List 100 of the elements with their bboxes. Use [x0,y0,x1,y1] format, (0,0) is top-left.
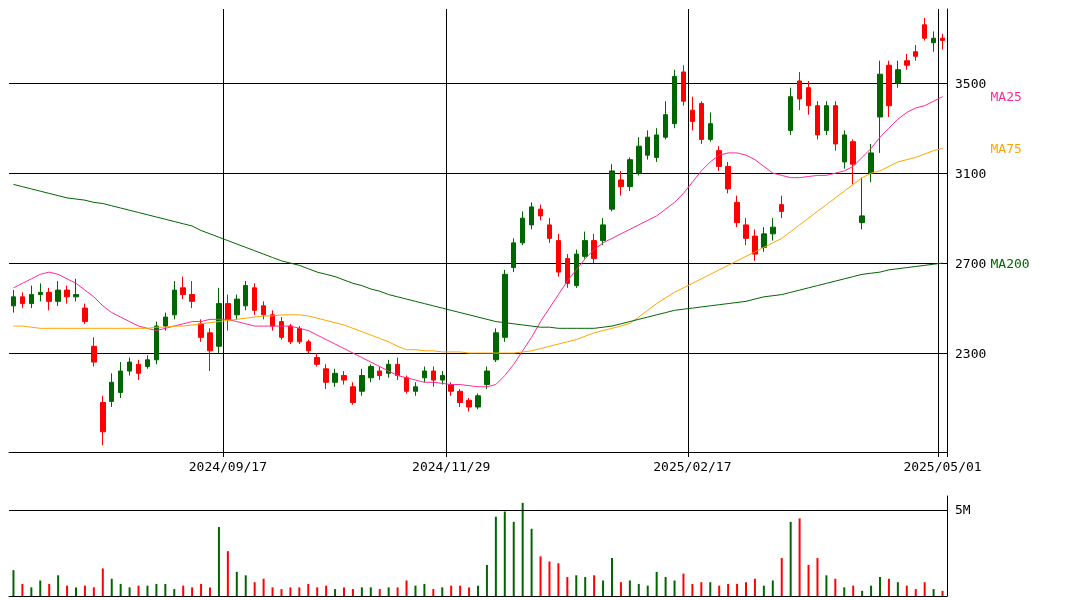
candlestick [547,217,552,244]
candlestick [699,100,704,145]
bar [628,580,631,596]
candlestick [538,204,543,221]
candlestick [511,237,516,273]
bar [155,583,158,596]
candlestick [868,143,874,183]
candlestick [431,366,436,388]
candlestick [681,64,686,107]
candlestick [931,30,936,53]
bar [164,583,167,596]
bar [351,589,354,596]
x-tick-label: 2025/05/01 [903,459,982,474]
candlestick [377,366,382,381]
bar [485,564,488,596]
bar [459,585,462,596]
candlestick [886,60,892,118]
candlestick [118,361,123,399]
y-tick-label: 2300 [955,345,987,361]
candlestick [82,303,88,325]
bar [611,558,613,596]
bar [209,587,211,596]
bar [298,587,301,596]
bar [584,577,587,596]
candlestick [288,323,293,345]
candlestick [761,226,767,253]
bar [494,516,497,596]
bar [771,580,774,596]
candlestick [368,363,374,383]
candlestick [788,87,793,136]
bar [468,587,471,596]
bar [414,585,417,596]
bar [718,585,721,596]
candlestick [850,138,856,185]
bar [825,575,828,596]
candlestick [261,300,266,320]
bar [887,578,890,596]
bar [932,589,935,596]
candlestick [618,170,624,197]
bar [217,527,220,596]
text: MA75 [990,140,1022,156]
bar [369,587,372,596]
candlestick [654,127,659,163]
candlestick [207,327,213,372]
candlestick [859,177,865,230]
candlestick [46,287,52,311]
candlestick [520,210,525,246]
bar [387,587,390,596]
candlestick [627,156,633,192]
candlestick [145,354,150,370]
bar [75,587,77,596]
bar [48,583,51,596]
bar [450,585,453,596]
candlestick [395,357,400,381]
candlestick [815,100,820,140]
bar [423,583,426,596]
candlestick [716,145,722,172]
candlestick [913,44,918,62]
candlestick [448,381,454,397]
bar [173,589,176,596]
bar [521,502,524,596]
candlestick [154,321,159,365]
bar [307,583,310,596]
candlestick [457,388,463,408]
candlestick [591,233,597,264]
candlestick [743,217,749,246]
text: MA25 [990,89,1022,105]
candlestick [797,71,802,111]
bar [673,580,676,596]
bar [101,568,104,596]
candlestick [725,161,731,194]
bar [137,585,140,596]
bar [914,589,917,596]
candlestick [645,129,650,161]
bar [593,575,596,596]
bar [30,587,33,596]
bar [753,578,756,596]
bar [834,578,837,596]
candlestick [404,375,409,395]
candlestick [306,339,311,354]
bar [512,521,515,596]
candlestick [243,280,248,311]
bar [12,570,15,596]
bar [896,582,899,596]
bar [128,587,131,596]
x-tick-label: 2024/09/17 [188,459,268,474]
candlestick [216,287,222,354]
candlestick [55,280,61,307]
candlestick [770,217,776,242]
candlestick [600,217,606,246]
candlestick [29,285,34,309]
bar [557,563,560,596]
x-tick-label: 2024/11/29 [412,459,491,474]
candlestick [323,363,329,390]
bar [262,578,265,596]
bar [235,571,238,596]
candlestick [574,249,579,289]
bar [226,551,229,596]
bar [530,528,533,596]
candlestick [484,366,490,390]
